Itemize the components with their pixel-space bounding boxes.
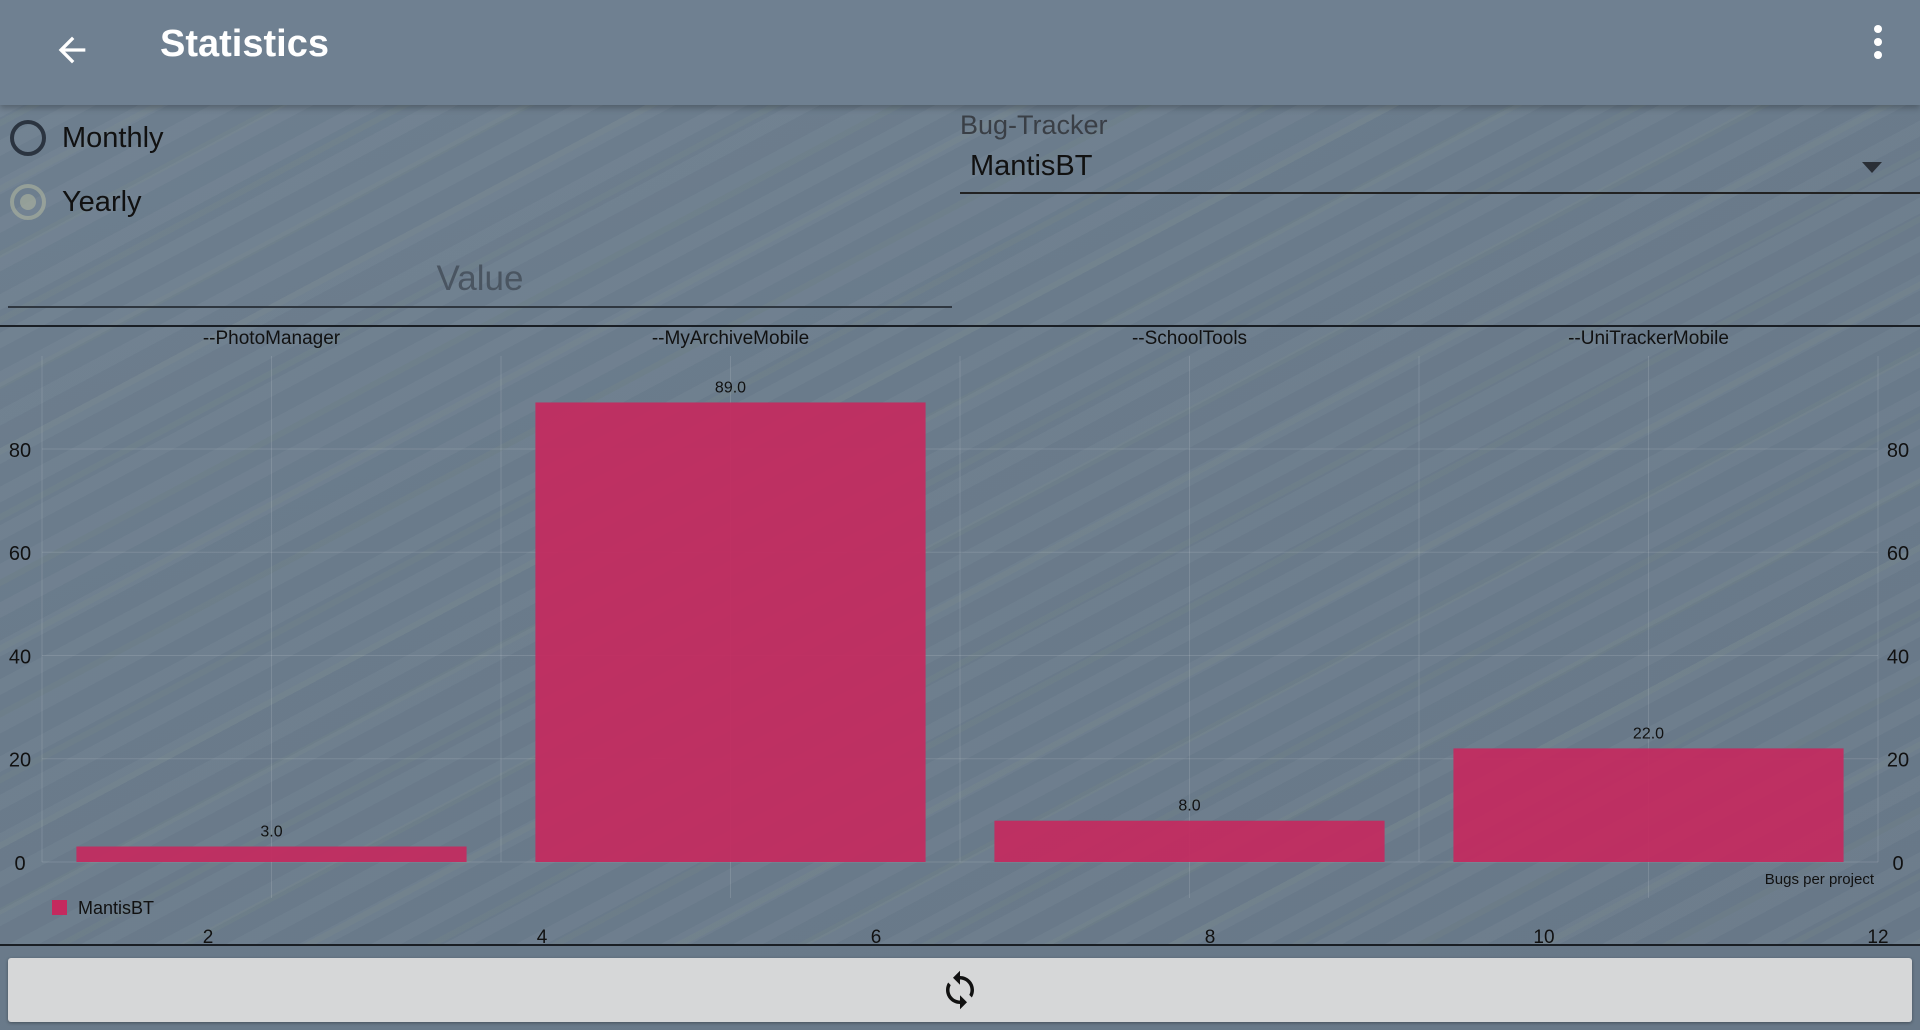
bar-value-label: 89.0 [715,379,746,396]
y-tick-label-right: 60 [1887,543,1909,565]
x-tick-label: 12 [1867,927,1888,948]
category-label: --UniTrackerMobile [1568,328,1729,349]
radio-label-monthly: Monthly [62,121,164,154]
y-tick-label-right: 80 [1887,440,1909,462]
category-label: --SchoolTools [1132,328,1247,349]
y-tick-label-left: 20 [9,750,31,772]
app-bar: Statistics [0,0,1920,105]
category-label: --MyArchiveMobile [652,328,809,349]
bar-value-label: 3.0 [260,824,282,841]
radio-label-yearly: Yearly [62,185,142,218]
dropdown-arrow-icon [1862,162,1882,173]
chart-description-label: Bugs per project [1765,871,1875,888]
y-tick-label-right: 20 [1887,750,1909,772]
radio-circle-monthly[interactable] [10,120,46,156]
bug-tracker-dropdown[interactable]: MantisBT [960,148,1920,194]
radio-circle-yearly[interactable] [10,184,46,220]
page-title: Statistics [160,23,329,65]
legend-swatch [52,900,67,915]
refresh-button[interactable] [8,958,1912,1022]
bar [1453,748,1844,862]
x-tick-label: 10 [1533,927,1554,948]
radio-monthly[interactable]: Monthly [10,113,164,163]
chart-bottom-divider [0,944,1920,946]
bar-value-label: 8.0 [1178,798,1200,815]
x-tick-label: 4 [537,927,548,948]
bar [76,846,467,862]
y-tick-label-left: 60 [9,543,31,565]
bar-chart: 0 0 20 20 40 40 60 60 80 80 --PhotoManager --MyArch… [9,328,1909,948]
legend-label: MantisBT [78,898,154,918]
more-vert-icon [1874,25,1882,59]
back-button[interactable] [42,20,102,80]
y-tick-label-left: 40 [9,646,31,668]
overflow-menu-button[interactable] [1858,18,1898,66]
x-tick-label: 2 [203,927,214,948]
y-tick-label-right: 40 [1887,646,1909,668]
x-tick-label: 8 [1205,927,1216,948]
y-tick-label-right: 0 [1892,853,1903,875]
x-tick-label: 6 [871,927,882,948]
y-tick-label-left: 0 [14,853,25,875]
category-label: --PhotoManager [203,328,341,349]
radio-yearly[interactable]: Yearly [10,177,142,227]
arrow-back-icon [58,36,86,64]
bug-tracker-selected-value: MantisBT [970,150,1093,182]
bug-tracker-label: Bug-Tracker [960,110,1108,140]
bar [994,820,1385,862]
bar [535,402,926,862]
chart-top-divider [0,325,1920,327]
bar-value-label: 22.0 [1633,725,1664,742]
value-input[interactable] [8,252,952,308]
y-tick-label-left: 80 [9,440,31,462]
refresh-icon [946,970,974,1010]
